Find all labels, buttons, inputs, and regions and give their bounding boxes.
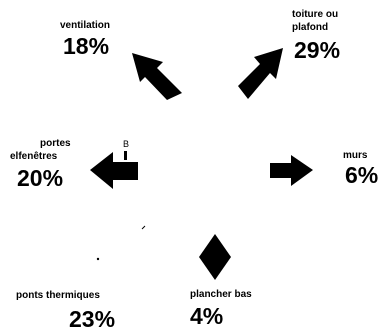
bridges-percent: 23% xyxy=(69,306,116,332)
floor-diamond-icon xyxy=(199,234,231,280)
walls-label: murs xyxy=(343,150,368,161)
roof-label-line1: toiture ou xyxy=(292,9,339,20)
doors-percent: 20% xyxy=(17,165,64,191)
roof-percent: 29% xyxy=(294,37,341,63)
ventilation-percent: 18% xyxy=(63,33,110,59)
stray-dot xyxy=(96,257,100,261)
roof-label-line2: plafond xyxy=(292,22,329,33)
doors-arrow-icon xyxy=(90,152,138,189)
doors-label-line2: elfenêtres xyxy=(10,151,58,162)
doors-label-line1: portes xyxy=(40,138,71,149)
center-mark: B xyxy=(123,139,130,149)
ventilation-arrow-icon xyxy=(132,53,182,100)
roof-arrow-icon xyxy=(238,48,283,99)
floor-label: plancher bas xyxy=(190,289,252,300)
ventilation-label: ventilation xyxy=(60,20,111,31)
bridges-label: ponts thermiques xyxy=(16,290,100,301)
walls-percent: 6% xyxy=(345,162,379,188)
stray-tick xyxy=(141,225,146,230)
center-mark-bar xyxy=(124,151,127,160)
walls-arrow-icon xyxy=(270,155,313,186)
floor-percent: 4% xyxy=(190,303,224,329)
